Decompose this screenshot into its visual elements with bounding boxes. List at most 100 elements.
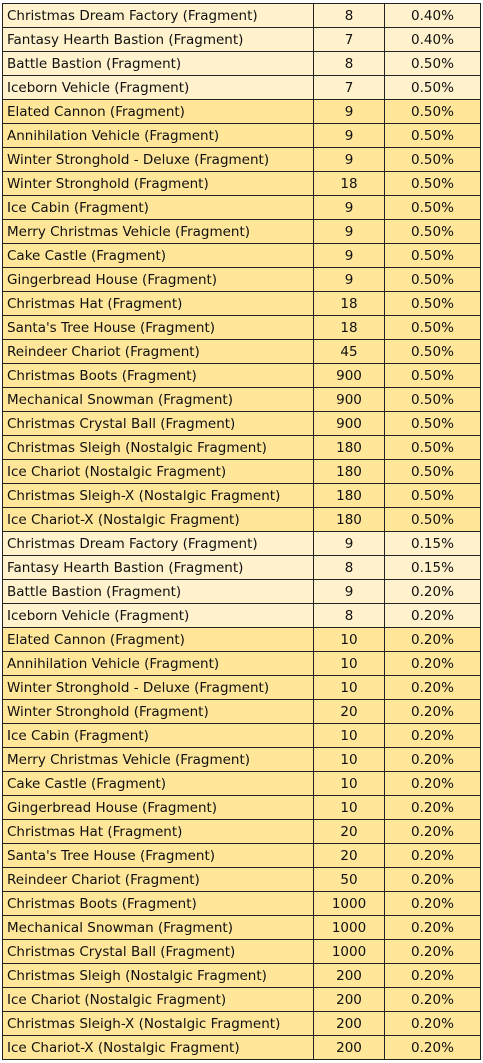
quantity: 20	[313, 819, 385, 844]
item-name: Mechanical Snowman (Fragment)	[2, 915, 314, 940]
table-row: Ice Cabin (Fragment) 9 0.50%	[2, 195, 481, 220]
table-row: Ice Cabin (Fragment) 10 0.20%	[2, 723, 481, 748]
quantity: 180	[313, 435, 385, 460]
table-row: Ice Chariot (Nostalgic Fragment) 200 0.20%	[2, 987, 481, 1012]
quantity: 9	[313, 99, 385, 124]
table-row: Christmas Boots (Fragment) 900 0.50%	[2, 363, 481, 388]
item-name: Christmas Crystal Ball (Fragment)	[2, 411, 314, 436]
quantity: 1000	[313, 939, 385, 964]
item-name: Winter Stronghold (Fragment)	[2, 699, 314, 724]
table-row: Elated Cannon (Fragment) 9 0.50%	[2, 99, 481, 124]
table-row: Ice Chariot-X (Nostalgic Fragment) 200 0.2…	[2, 1035, 481, 1060]
rate: 0.50%	[384, 459, 481, 484]
rate: 0.50%	[384, 75, 481, 100]
item-name: Annihilation Vehicle (Fragment)	[2, 651, 314, 676]
item-name: Cake Castle (Fragment)	[2, 771, 314, 796]
quantity: 9	[313, 243, 385, 268]
item-name: Annihilation Vehicle (Fragment)	[2, 123, 314, 148]
quantity: 900	[313, 411, 385, 436]
rate: 0.40%	[384, 27, 481, 52]
item-name: Battle Bastion (Fragment)	[2, 579, 314, 604]
rate: 0.50%	[384, 363, 481, 388]
table-row: Ice Chariot-X (Nostalgic Fragment) 180 0.5…	[2, 507, 481, 532]
rate: 0.50%	[384, 507, 481, 532]
item-name: Battle Bastion (Fragment)	[2, 51, 314, 76]
quantity: 9	[313, 195, 385, 220]
item-name: Cake Castle (Fragment)	[2, 243, 314, 268]
quantity: 10	[313, 651, 385, 676]
quantity: 200	[313, 987, 385, 1012]
rate: 0.15%	[384, 555, 481, 580]
rate: 0.50%	[384, 123, 481, 148]
quantity: 10	[313, 627, 385, 652]
quantity: 180	[313, 459, 385, 484]
drop-table: Christmas Dream Factory (Fragment) 8 0.40%…	[2, 3, 481, 1060]
table-row: Merry Christmas Vehicle (Fragment) 9 0.50%	[2, 219, 481, 244]
quantity: 18	[313, 171, 385, 196]
table-row: Christmas Dream Factory (Fragment) 9 0.15%	[2, 531, 481, 556]
table-row: Elated Cannon (Fragment) 10 0.20%	[2, 627, 481, 652]
item-name: Elated Cannon (Fragment)	[2, 627, 314, 652]
table-row: Cake Castle (Fragment) 10 0.20%	[2, 771, 481, 796]
item-name: Christmas Dream Factory (Fragment)	[2, 3, 314, 28]
rate: 0.50%	[384, 483, 481, 508]
rate: 0.20%	[384, 627, 481, 652]
rate: 0.50%	[384, 243, 481, 268]
rate: 0.50%	[384, 99, 481, 124]
item-name: Christmas Sleigh (Nostalgic Fragment)	[2, 435, 314, 460]
table-row: Winter Stronghold - Deluxe (Fragment) 9 0.…	[2, 147, 481, 172]
rate: 0.50%	[384, 147, 481, 172]
item-name: Merry Christmas Vehicle (Fragment)	[2, 747, 314, 772]
table-row: Fantasy Hearth Bastion (Fragment) 7 0.40%	[2, 27, 481, 52]
table-row: Christmas Sleigh (Nostalgic Fragment) 200…	[2, 963, 481, 988]
rate: 0.20%	[384, 699, 481, 724]
item-name: Ice Cabin (Fragment)	[2, 195, 314, 220]
table-row: Christmas Sleigh-X (Nostalgic Fragment) 2…	[2, 1011, 481, 1036]
quantity: 1000	[313, 891, 385, 916]
quantity: 20	[313, 843, 385, 868]
table-row: Christmas Crystal Ball (Fragment) 1000 0.2…	[2, 939, 481, 964]
item-name: Christmas Hat (Fragment)	[2, 291, 314, 316]
quantity: 10	[313, 723, 385, 748]
rate: 0.20%	[384, 891, 481, 916]
quantity: 45	[313, 339, 385, 364]
table-row: Winter Stronghold (Fragment) 20 0.20%	[2, 699, 481, 724]
rate: 0.20%	[384, 771, 481, 796]
item-name: Merry Christmas Vehicle (Fragment)	[2, 219, 314, 244]
rate: 0.50%	[384, 411, 481, 436]
item-name: Elated Cannon (Fragment)	[2, 99, 314, 124]
rate: 0.50%	[384, 291, 481, 316]
quantity: 180	[313, 483, 385, 508]
rate: 0.20%	[384, 795, 481, 820]
item-name: Reindeer Chariot (Fragment)	[2, 867, 314, 892]
item-name: Mechanical Snowman (Fragment)	[2, 387, 314, 412]
rate: 0.50%	[384, 195, 481, 220]
quantity: 20	[313, 699, 385, 724]
table-row: Christmas Boots (Fragment) 1000 0.20%	[2, 891, 481, 916]
table-row: Ice Chariot (Nostalgic Fragment) 180 0.50%	[2, 459, 481, 484]
table-row: Annihilation Vehicle (Fragment) 10 0.20%	[2, 651, 481, 676]
quantity: 200	[313, 1035, 385, 1060]
rate: 0.20%	[384, 1035, 481, 1060]
quantity: 200	[313, 1011, 385, 1036]
item-name: Christmas Crystal Ball (Fragment)	[2, 939, 314, 964]
rate: 0.20%	[384, 819, 481, 844]
item-name: Ice Cabin (Fragment)	[2, 723, 314, 748]
quantity: 50	[313, 867, 385, 892]
table-row: Battle Bastion (Fragment) 9 0.20%	[2, 579, 481, 604]
quantity: 8	[313, 3, 385, 28]
table-row: Santa's Tree House (Fragment) 20 0.20%	[2, 843, 481, 868]
quantity: 8	[313, 555, 385, 580]
table-row: Winter Stronghold (Fragment) 18 0.50%	[2, 171, 481, 196]
table-row: Christmas Sleigh (Nostalgic Fragment) 180…	[2, 435, 481, 460]
quantity: 8	[313, 51, 385, 76]
item-name: Santa's Tree House (Fragment)	[2, 315, 314, 340]
rate: 0.15%	[384, 531, 481, 556]
quantity: 9	[313, 147, 385, 172]
table-row: Mechanical Snowman (Fragment) 900 0.50%	[2, 387, 481, 412]
table-row: Gingerbread House (Fragment) 9 0.50%	[2, 267, 481, 292]
quantity: 9	[313, 267, 385, 292]
item-name: Fantasy Hearth Bastion (Fragment)	[2, 27, 314, 52]
rate: 0.40%	[384, 3, 481, 28]
table-row: Cake Castle (Fragment) 9 0.50%	[2, 243, 481, 268]
